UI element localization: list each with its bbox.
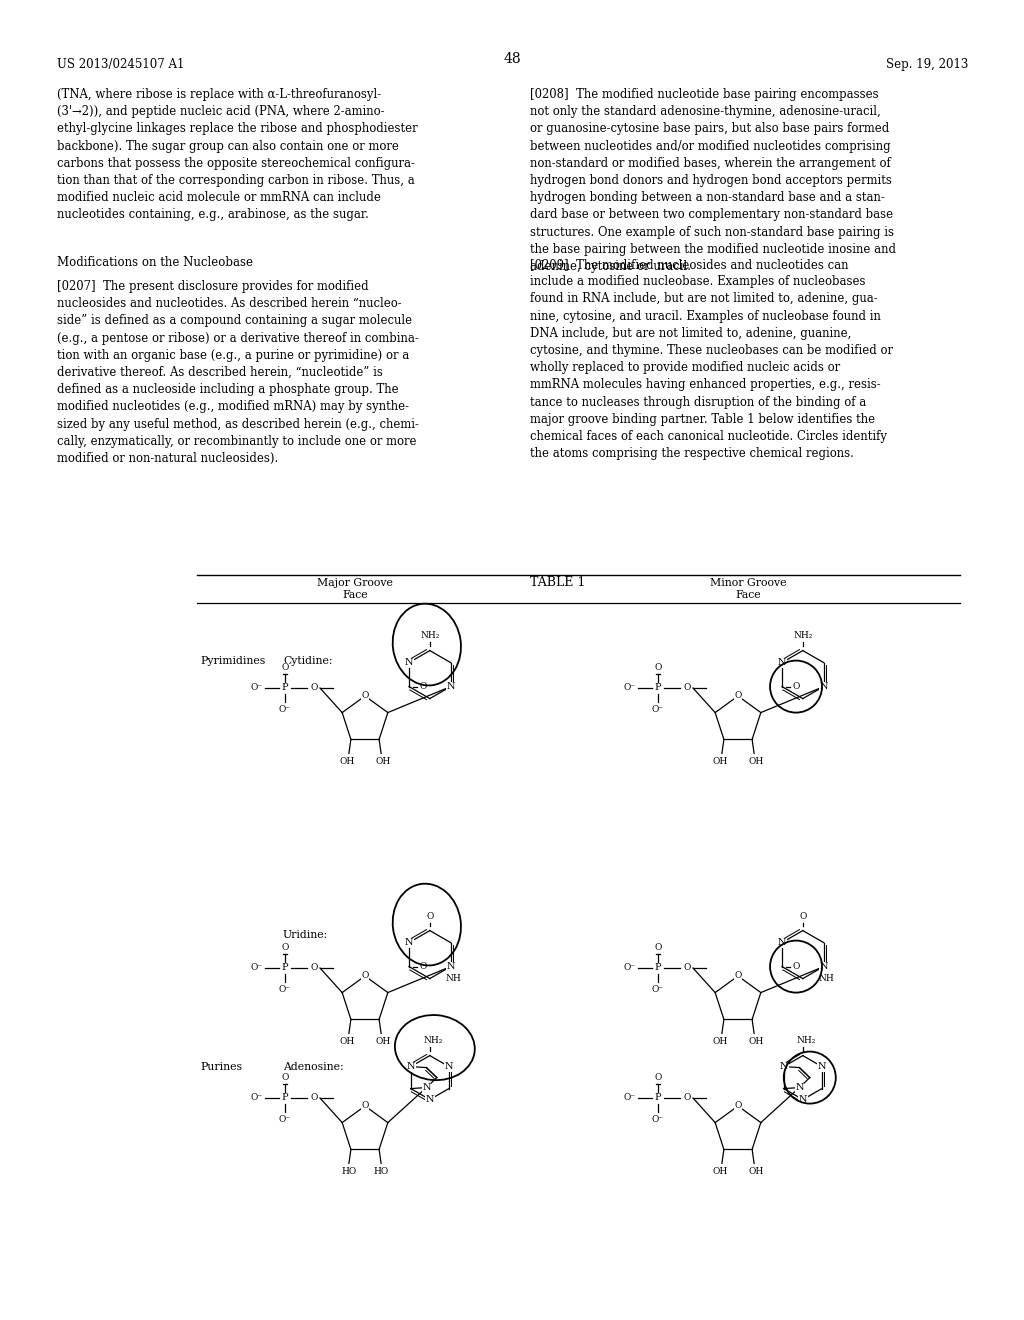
Text: N: N: [404, 659, 414, 667]
Text: N: N: [779, 1063, 788, 1071]
Text: OH: OH: [749, 1167, 764, 1176]
Text: Sep. 19, 2013: Sep. 19, 2013: [886, 58, 968, 71]
Text: [0208]  The modified nucleotide base pairing encompasses
not only the standard a: [0208] The modified nucleotide base pair…: [530, 88, 896, 273]
Text: O: O: [793, 962, 800, 972]
Text: Modifications on the Nucleobase: Modifications on the Nucleobase: [57, 256, 253, 269]
Text: O: O: [683, 684, 690, 693]
Text: N: N: [407, 1063, 415, 1071]
Text: N: N: [426, 1096, 434, 1104]
Text: Adenosine:: Adenosine:: [283, 1063, 344, 1072]
Text: HO: HO: [374, 1167, 389, 1176]
Text: P: P: [654, 684, 662, 693]
Text: P: P: [282, 964, 289, 973]
Text: OH: OH: [376, 1038, 391, 1045]
Text: [0207]  The present disclosure provides for modified
nucleosides and nucleotides: [0207] The present disclosure provides f…: [57, 280, 419, 465]
Text: O: O: [420, 962, 427, 972]
Text: OH: OH: [339, 1038, 354, 1045]
Text: Face: Face: [735, 590, 761, 601]
Text: P: P: [654, 964, 662, 973]
Text: US 2013/0245107 A1: US 2013/0245107 A1: [57, 58, 184, 71]
Text: O: O: [426, 912, 433, 921]
Text: O: O: [361, 1101, 369, 1110]
Text: O: O: [654, 944, 662, 953]
Text: O: O: [734, 692, 741, 701]
Text: OH: OH: [339, 756, 354, 766]
Text: O: O: [683, 964, 690, 973]
Text: OH: OH: [713, 756, 727, 766]
Text: NH₂: NH₂: [423, 1036, 442, 1045]
Text: P: P: [282, 684, 289, 693]
Text: Cytidine:: Cytidine:: [283, 656, 333, 667]
Text: N: N: [799, 1096, 807, 1104]
Text: Major Groove: Major Groove: [317, 578, 393, 587]
Text: O⁻: O⁻: [279, 1115, 291, 1125]
Text: O: O: [310, 684, 317, 693]
Text: O: O: [361, 972, 369, 981]
Text: O: O: [310, 964, 317, 973]
Text: Pyrimidines: Pyrimidines: [200, 656, 265, 667]
Text: Minor Groove: Minor Groove: [710, 578, 786, 587]
Text: N: N: [444, 1063, 454, 1071]
Text: N: N: [819, 962, 827, 972]
Text: O⁻: O⁻: [624, 1093, 636, 1102]
Text: 48: 48: [503, 51, 521, 66]
Text: O⁻: O⁻: [251, 1093, 263, 1102]
Text: N: N: [404, 939, 414, 946]
Text: O⁻: O⁻: [652, 1115, 664, 1125]
Text: O⁻: O⁻: [624, 684, 636, 693]
Text: N: N: [446, 962, 455, 972]
Text: Purines: Purines: [200, 1063, 242, 1072]
Text: HO: HO: [341, 1167, 356, 1176]
Text: OH: OH: [749, 756, 764, 766]
Text: P: P: [282, 1093, 289, 1102]
Text: NH₂: NH₂: [420, 631, 439, 640]
Text: NH₂: NH₂: [794, 631, 812, 640]
Text: O: O: [282, 1073, 289, 1082]
Text: N: N: [422, 1084, 431, 1092]
Text: O⁻: O⁻: [251, 964, 263, 973]
Text: O: O: [799, 912, 807, 921]
Text: O: O: [310, 1093, 317, 1102]
Text: O: O: [282, 664, 289, 672]
Text: O⁻: O⁻: [652, 705, 664, 714]
Text: N: N: [446, 682, 455, 692]
Text: O: O: [793, 682, 800, 692]
Text: O: O: [654, 1073, 662, 1082]
Text: Face: Face: [342, 590, 368, 601]
Text: O⁻: O⁻: [279, 986, 291, 994]
Text: N: N: [817, 1063, 826, 1071]
Text: O: O: [361, 692, 369, 701]
Text: Uridine:: Uridine:: [283, 931, 329, 940]
Text: O⁻: O⁻: [251, 684, 263, 693]
Text: OH: OH: [713, 1167, 727, 1176]
Text: O⁻: O⁻: [279, 705, 291, 714]
Text: O: O: [683, 1093, 690, 1102]
Text: N: N: [795, 1084, 804, 1092]
Text: NH: NH: [819, 974, 835, 983]
Text: OH: OH: [376, 756, 391, 766]
Text: [0209]  The modified nucleosides and nucleotides can
include a modified nucleoba: [0209] The modified nucleosides and nucl…: [530, 257, 893, 461]
Text: P: P: [654, 1093, 662, 1102]
Text: O: O: [420, 682, 427, 692]
Text: OH: OH: [749, 1038, 764, 1045]
Text: N: N: [819, 682, 827, 692]
Text: NH: NH: [445, 974, 462, 983]
Text: N: N: [778, 659, 786, 667]
Text: O: O: [734, 972, 741, 981]
Text: NH₂: NH₂: [796, 1036, 815, 1045]
Text: O: O: [654, 664, 662, 672]
Text: N: N: [778, 939, 786, 946]
Text: O⁻: O⁻: [652, 986, 664, 994]
Text: O: O: [282, 944, 289, 953]
Text: (TNA, where ribose is replace with α-L-threofuranosyl-
(3'→2)), and peptide nucl: (TNA, where ribose is replace with α-L-t…: [57, 88, 418, 222]
Text: TABLE 1: TABLE 1: [530, 576, 586, 589]
Text: OH: OH: [713, 1038, 727, 1045]
Text: O⁻: O⁻: [624, 964, 636, 973]
Text: O: O: [734, 1101, 741, 1110]
